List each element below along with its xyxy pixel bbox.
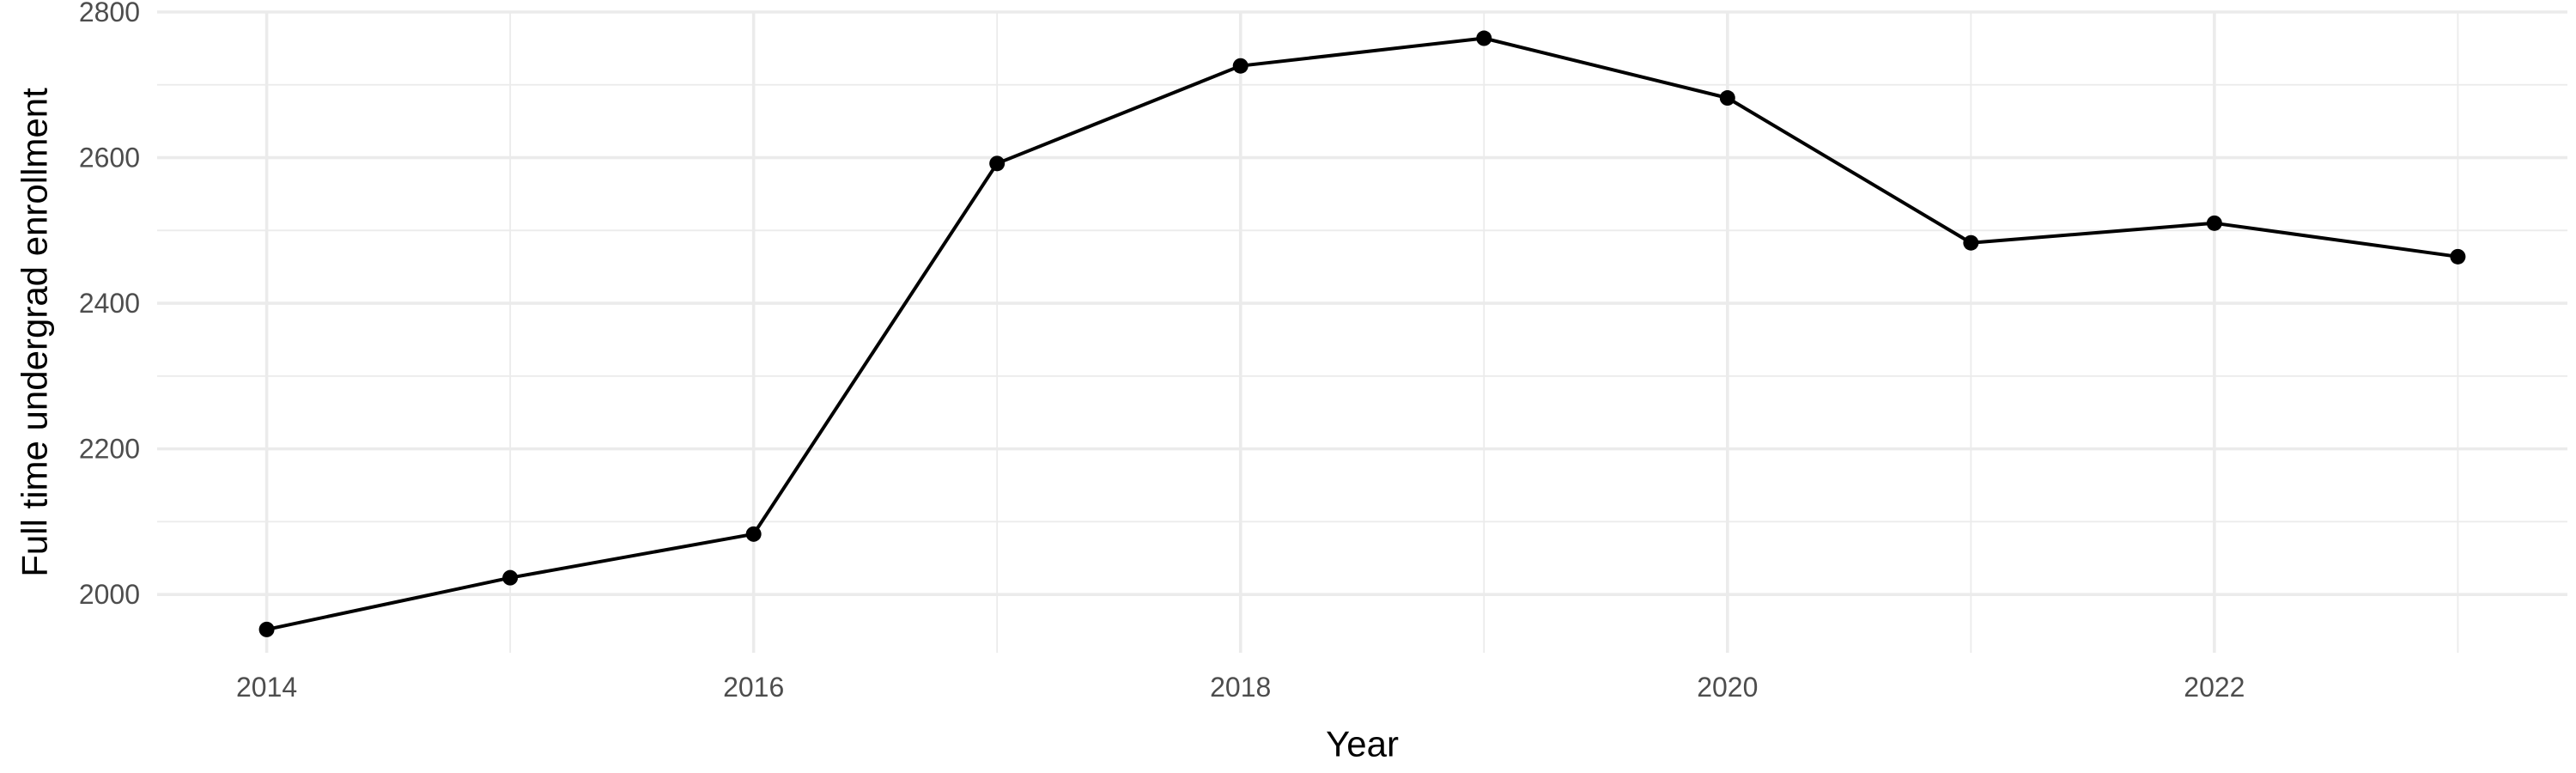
y-tick-label: 2600: [79, 143, 140, 173]
y-tick-label: 2000: [79, 579, 140, 610]
x-axis-ticks: 2014 2016 2018 2020 2022: [236, 672, 2245, 703]
data-point: [2450, 248, 2466, 265]
y-axis-title: Full time undergrad enrollment: [15, 88, 55, 577]
series-line: [266, 36, 2458, 631]
x-tick-label: 2022: [2184, 672, 2245, 703]
y-tick-label: 2800: [79, 0, 140, 27]
data-point: [502, 569, 519, 586]
x-axis-title: Year: [1326, 724, 1399, 764]
data-point: [1476, 30, 1492, 46]
data-point: [1963, 234, 1979, 251]
grid-lines: [157, 10, 2567, 653]
x-tick-label: 2018: [1210, 672, 1271, 703]
data-points: [258, 30, 2466, 637]
x-tick-label: 2020: [1697, 672, 1758, 703]
y-axis-ticks: 2000 2200 2400 2600 2800: [79, 0, 140, 610]
y-tick-label: 2400: [79, 288, 140, 319]
data-point: [989, 155, 1005, 172]
data-point: [1232, 58, 1249, 74]
data-point: [258, 621, 275, 637]
x-tick-label: 2014: [236, 672, 297, 703]
data-point: [1719, 90, 1735, 107]
x-tick-label: 2016: [723, 672, 784, 703]
data-point: [2206, 215, 2222, 231]
y-tick-label: 2200: [79, 434, 140, 465]
data-point: [745, 526, 762, 542]
